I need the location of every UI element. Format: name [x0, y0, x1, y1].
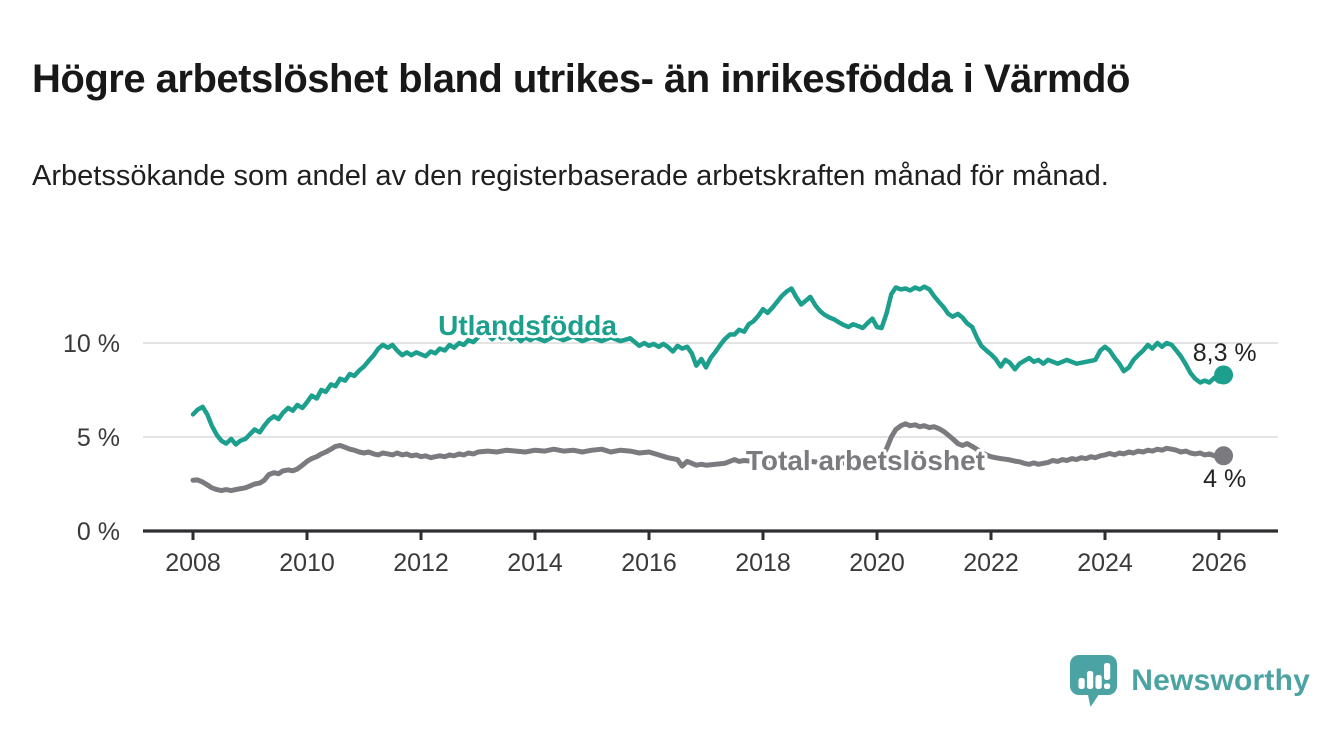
- page-title: Högre arbetslöshet bland utrikes- än inr…: [32, 56, 1130, 101]
- x-tick-label: 2016: [621, 549, 677, 577]
- series-layer: Utlandsfödda Total arbetslöshet: [190, 284, 1227, 494]
- y-tick-label: 5 %: [77, 424, 120, 452]
- bar-chart-speech-bubble-icon: [1070, 654, 1118, 707]
- x-tick-label: 2018: [735, 549, 791, 577]
- x-tick-label: 2020: [849, 549, 905, 577]
- newsworthy-logo: Newsworthy: [1070, 654, 1310, 707]
- series-end-dot: [1214, 365, 1234, 385]
- x-tick-label: 2022: [963, 549, 1019, 577]
- series-line: [190, 421, 1227, 494]
- annotations-layer: 0 % 5 % 10 % 8,3 % 4 %: [63, 330, 1257, 546]
- series-line: [190, 284, 1226, 447]
- y-tick-label: 0 %: [77, 518, 120, 546]
- x-tick-label: 2014: [507, 549, 563, 577]
- x-tick-label: 2026: [1191, 549, 1247, 577]
- newsworthy-logo-text: Newsworthy: [1131, 664, 1310, 697]
- series-label: Total arbetslöshet: [746, 445, 985, 476]
- x-tick-label: 2010: [279, 549, 335, 577]
- x-tick-label: 2008: [165, 549, 221, 577]
- y-tick-label: 10 %: [63, 330, 120, 358]
- gridlines-layer: [143, 342, 1278, 438]
- x-tick-label: 2024: [1077, 549, 1133, 577]
- series-label: Utlandsfödda: [438, 310, 617, 341]
- series-end-dot: [1214, 446, 1234, 466]
- axis-layer: 2008 2010 2012 2014 2016 2018 2020 2022 2024 2026: [143, 529, 1278, 577]
- series-end-label: 8,3 %: [1193, 339, 1257, 367]
- x-tick-label: 2012: [393, 549, 449, 577]
- series-end-label: 4 %: [1203, 465, 1246, 493]
- chart-subtitle: Arbetssökande som andel av den registerb…: [32, 160, 1109, 192]
